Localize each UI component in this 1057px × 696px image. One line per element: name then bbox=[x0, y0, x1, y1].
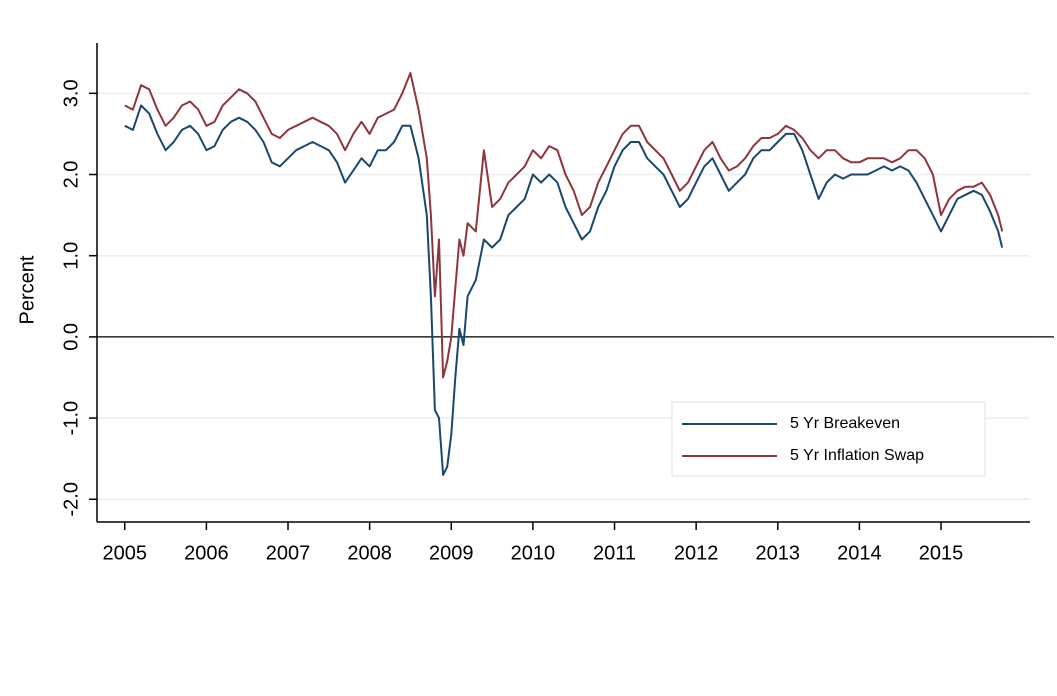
x-tick-label: 2014 bbox=[837, 542, 882, 564]
x-tick-label: 2005 bbox=[103, 542, 148, 564]
series-line bbox=[124, 72, 1004, 379]
legend-box bbox=[671, 401, 986, 477]
y-tick-label: 1.0 bbox=[60, 242, 82, 270]
x-tick-label: 2010 bbox=[511, 542, 556, 564]
x-tick-label: 2008 bbox=[347, 542, 392, 564]
y-tick-label: -1.0 bbox=[60, 401, 82, 435]
x-tick-label: 2013 bbox=[756, 542, 801, 564]
y-tick-label: 0.0 bbox=[60, 323, 82, 351]
y-tick-label: 2.0 bbox=[60, 161, 82, 189]
legend-label: 5 Yr Breakeven bbox=[790, 415, 900, 432]
y-tick-label: 3.0 bbox=[60, 79, 82, 107]
y-axis-label: Percent bbox=[16, 255, 38, 324]
y-tick-label: -2.0 bbox=[60, 482, 82, 516]
x-tick-label: 2007 bbox=[266, 542, 311, 564]
series-line bbox=[124, 104, 1004, 476]
legend-label: 5 Yr Inflation Swap bbox=[790, 447, 924, 464]
x-tick-label: 2006 bbox=[184, 542, 229, 564]
x-tick-label: 2009 bbox=[429, 542, 474, 564]
x-tick-label: 2011 bbox=[593, 542, 636, 564]
x-tick-label: 2012 bbox=[674, 542, 719, 564]
x-tick-label: 2015 bbox=[919, 542, 964, 564]
